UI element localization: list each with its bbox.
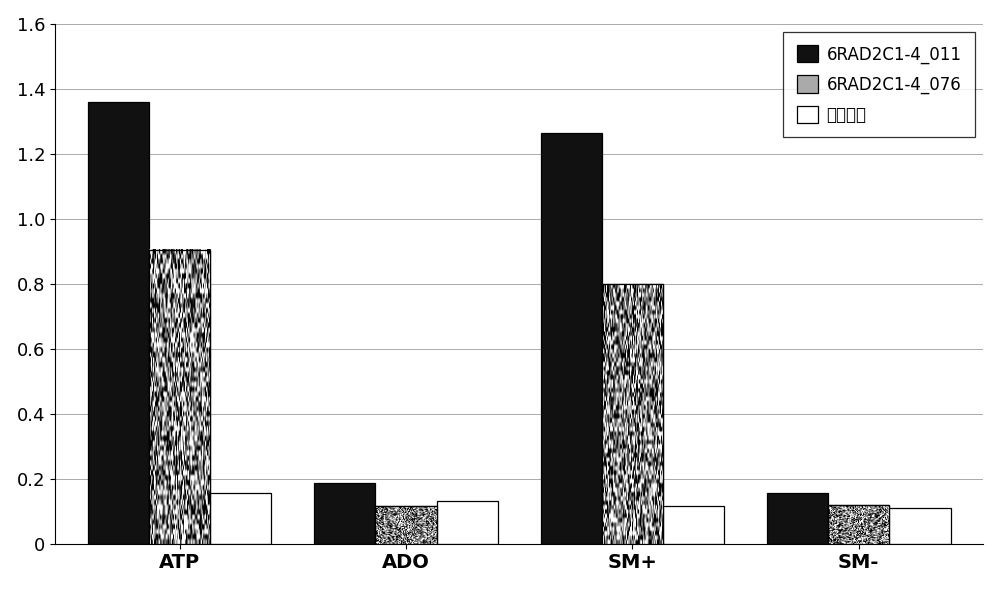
Bar: [663, 506, 724, 544]
Bar: [767, 493, 828, 544]
Bar: [314, 484, 375, 544]
Bar: [889, 508, 951, 544]
Legend: 6RAD2C1-4_011, 6RAD2C1-4_076, 阴性对照: 6RAD2C1-4_011, 6RAD2C1-4_076, 阴性对照: [783, 32, 975, 137]
Bar: [602, 284, 663, 544]
Bar: [88, 102, 149, 544]
Bar: [375, 506, 437, 544]
Bar: [541, 133, 602, 544]
Bar: [149, 250, 210, 544]
Bar: [828, 505, 889, 544]
Bar: [828, 505, 889, 544]
Bar: [602, 284, 663, 544]
Bar: [437, 501, 498, 544]
Bar: [149, 250, 210, 544]
Bar: [210, 493, 271, 544]
Bar: [375, 506, 437, 544]
